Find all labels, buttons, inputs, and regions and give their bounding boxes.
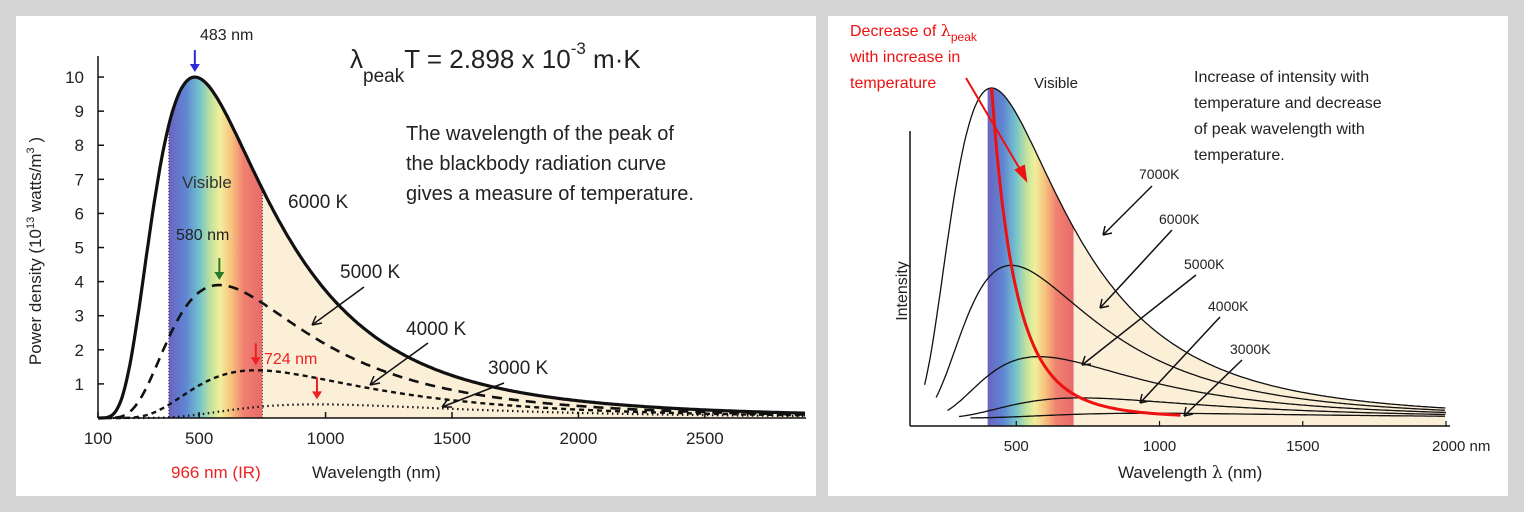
axes: 500 1000 1500 2000 nm (909, 131, 1490, 455)
series-label-3000k: 3000 K (488, 358, 549, 379)
y-tick-label: 4 (75, 273, 84, 292)
series-labels: 7000K 6000K 5000K 4000K 3000K (1139, 166, 1271, 357)
peak-label-966nm: 966 nm (IR) (171, 463, 261, 482)
y-tick-label: 5 (75, 239, 84, 258)
series-line-3000k (970, 412, 1445, 419)
x-tick-label: 2000 (560, 429, 598, 448)
pointer-5000k-head (311, 315, 323, 326)
peak-label-724nm: 724 nm (264, 351, 317, 368)
note-line-3: of peak wavelength with (1194, 121, 1365, 138)
peak-label-580nm: 580 nm (176, 227, 229, 244)
x-tick-label: 2000 nm (1432, 438, 1490, 455)
x-tick-label: 500 (185, 429, 213, 448)
peak-arrow-head (214, 272, 225, 281)
infrared-fill (262, 189, 806, 418)
wien-formula: λpeakT = 2.898 x 10-3 m·K (350, 39, 641, 87)
peak-arrows (189, 50, 322, 400)
series-line-6000k (935, 264, 1445, 411)
x-tick-label: 500 (1004, 438, 1029, 455)
series-label-7000k: 7000K (1139, 166, 1180, 182)
axes: 1 2 3 4 5 6 7 8 9 10 100 500 1000 1500 2000 2500 (65, 56, 806, 448)
x-tick-label: 100 (84, 429, 112, 448)
pointer-4000k-head (369, 375, 381, 386)
series-line-5000k (98, 283, 805, 420)
series-label-5000k: 5000K (1184, 256, 1225, 272)
series-line-3000k (98, 403, 805, 420)
left-chart-panel: 1 2 3 4 5 6 7 8 9 10 100 500 1000 1500 2000 2500 Visibl… (16, 16, 816, 496)
note-line-2: temperature and decrease (1194, 95, 1382, 112)
series-label-4000k: 4000 K (406, 319, 467, 340)
y-tick-label: 3 (75, 307, 84, 326)
blackbody-power-density-chart: 1 2 3 4 5 6 7 8 9 10 100 500 1000 1500 2000 2500 Visibl… (25, 27, 806, 482)
pointer-7000k (1102, 185, 1153, 236)
series-group (98, 75, 805, 420)
peak-arrow-head (311, 391, 322, 400)
right-chart-panel: 500 1000 1500 2000 nm Visible Intensity Wav… (828, 16, 1508, 496)
pointer-3000k (1183, 359, 1243, 417)
series-label-5000k: 5000 K (340, 262, 401, 283)
series-label-6000k: 6000 K (288, 192, 349, 213)
y-tick-label: 10 (65, 68, 84, 87)
series-line-7000k (923, 87, 1446, 409)
pointer-3000k-head (441, 398, 452, 408)
peak-arrow-head (189, 64, 200, 73)
red-note-line-2: with increase in (849, 49, 960, 66)
red-note-line-1: Decrease of λpeak (850, 21, 978, 44)
x-tick-label: 1500 (433, 429, 471, 448)
infrared-fill (1073, 227, 1446, 426)
pointer-4000k (369, 342, 429, 386)
series-group (923, 87, 1447, 419)
visible-label: Visible (1034, 75, 1078, 92)
series-label-4000k: 4000K (1208, 298, 1249, 314)
caption-line-2: the blackbody radiation curve (406, 153, 666, 175)
series-line-6000k (98, 75, 805, 420)
series-label-6000k: 6000K (1159, 211, 1200, 227)
note-line-1: Increase of intensity with (1194, 69, 1369, 86)
y-axis-label: Intensity (894, 261, 911, 321)
caption-line-1: The wavelength of the peak of (406, 123, 674, 145)
x-tick-label: 2500 (686, 429, 724, 448)
y-tick-label: 6 (75, 204, 84, 223)
y-tick-label: 2 (75, 341, 84, 360)
caption-line-3: gives a measure of temperature. (406, 183, 694, 205)
pointer-5000k-head (1081, 355, 1092, 366)
y-axis-label: Power density (1013 watts/m3 ) (25, 137, 45, 365)
pointer-5000k (311, 286, 365, 326)
pointer-5000k (1081, 274, 1197, 366)
pointer-6000k-head (1099, 298, 1110, 309)
series-label-pointers (311, 286, 505, 408)
visible-spectrum-band (987, 88, 1074, 426)
visible-label: Visible (182, 173, 232, 192)
peak-locus-line (990, 87, 1181, 417)
series-line-4000k (958, 397, 1446, 418)
peak-label-483nm: 483 nm (200, 27, 253, 44)
pointer-3000k (441, 382, 505, 408)
pointer-7000k-head (1102, 225, 1113, 236)
pointer-3000k-head (1183, 406, 1194, 417)
x-tick-label: 1500 (1286, 438, 1319, 455)
pointer-4000k-head (1139, 393, 1150, 404)
x-tick-label: 1000 (307, 429, 345, 448)
x-axis-label: Wavelength λ (nm) (1118, 463, 1262, 483)
pointer-4000k (1139, 316, 1221, 404)
note-line-4: temperature. (1194, 147, 1285, 164)
x-tick-label: 1000 (1143, 438, 1176, 455)
y-tick-label: 7 (75, 170, 84, 189)
intensity-vs-wavelength-chart: 500 1000 1500 2000 nm Visible Intensity Wav… (849, 21, 1490, 483)
pointer-6000k (1099, 229, 1173, 309)
x-axis-label: Wavelength (nm) (312, 463, 441, 482)
series-label-3000k: 3000K (1230, 341, 1271, 357)
series-line-4000k (98, 369, 805, 420)
peak-arrow-head (250, 357, 261, 366)
y-tick-label: 9 (75, 102, 84, 121)
y-tick-label: 1 (75, 375, 84, 394)
red-note-arrow-shaft (965, 77, 1025, 177)
red-note-arrow (965, 77, 1028, 183)
red-note-arrow-head (1014, 164, 1028, 183)
y-tick-label: 8 (75, 136, 84, 155)
series-label-pointers (1081, 185, 1243, 417)
red-note-line-3: temperature (850, 75, 936, 92)
series-line-5000k (947, 355, 1447, 414)
